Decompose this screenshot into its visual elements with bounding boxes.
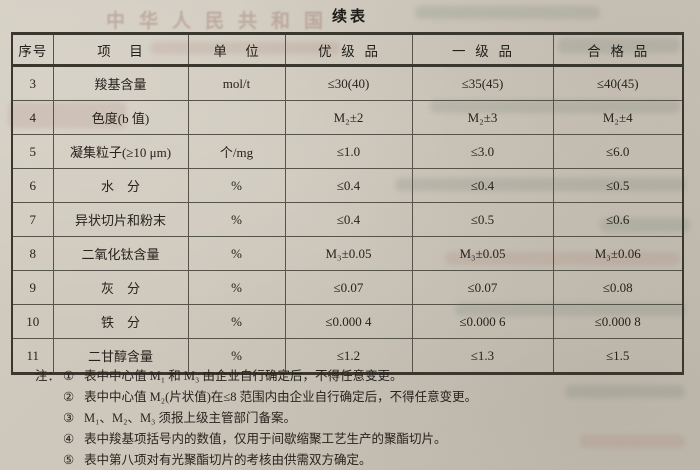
table-row: 3 羧基含量 mol/t ≤30(40) ≤35(45) ≤40(45) [12,65,683,101]
cell-item: 灰 分 [53,270,189,305]
footnote-text: 表中中心值 M₁ 和 M₃ 由企业自行确定后，不得任意变更。 [84,369,403,383]
col-header-item: 项 目 [53,33,189,67]
cell-no: 7 [12,202,54,237]
cell-premium: ≤0.4 [285,168,413,203]
col-header-premium: 优 级 品 [285,33,413,67]
footnote-5: ⑤ 表中第八项对有光聚酯切片的考核由供需双方确定。 [63,450,700,470]
cell-no: 6 [12,168,54,203]
footnote-2: ② 表中中心值 M₂(片状值)在≤8 范围内由企业自行确定后，不得任意变更。 [63,387,700,408]
spec-table: 序号 项 目 单 位 优 级 品 一 级 品 合 格 品 3 羧基含量 mol/… [11,32,684,375]
col-header-qualified: 合 格 品 [553,33,683,67]
cell-item: 异状切片和粉末 [53,202,189,237]
cell-premium: ≤0.4 [285,202,413,237]
cell-no: 9 [12,270,54,305]
cell-premium: ≤1.2 [285,338,413,374]
cell-no: 10 [12,304,54,339]
cell-item: 凝集粒子(≥10 μm) [53,134,189,169]
cell-unit: % [188,338,286,374]
cell-item: 二氧化钛含量 [53,236,189,271]
cell-qualified: ≤1.5 [553,338,683,374]
cell-no: 8 [12,236,54,271]
cell-qualified: ≤0.000 8 [553,304,683,339]
footnotes-label: 注： [35,369,61,383]
cell-premium: ≤30(40) [285,65,413,101]
cell-unit: % [188,168,286,203]
cell-first: M₂±3 [412,100,554,135]
cell-premium: M₂±2 [285,100,413,135]
bleedthrough-watermark: 中华人民共和国 [106,11,338,32]
cell-item: 色度(b 值) [53,100,189,135]
cell-no: 4 [12,100,54,135]
cell-first: ≤35(45) [412,65,554,101]
cell-first: ≤0.07 [412,270,554,305]
cell-premium: ≤0.000 4 [285,304,413,339]
cell-unit: mol/t [188,65,286,101]
cell-item: 铁 分 [53,304,189,339]
cell-premium: ≤1.0 [285,134,413,169]
cell-qualified: ≤0.08 [553,270,683,305]
table-row: 7 异状切片和粉末 % ≤0.4 ≤0.5 ≤0.6 [12,202,683,237]
table-row: 4 色度(b 值) M₂±2 M₂±3 M₂±4 [12,100,683,135]
footnote-text: 表中中心值 M₂(片状值)在≤8 范围内由企业自行确定后，不得任意变更。 [84,390,478,404]
footnote-marker: ② [63,390,75,404]
cell-no: 3 [12,65,54,101]
footnote-4: ④ 表中羧基项括号内的数值，仅用于间歇缩聚工艺生产的聚酯切片。 [63,429,700,450]
footnote-text: M₁、M₂、M₃ 须报上级主管部门备案。 [84,411,297,425]
cell-no: 5 [12,134,54,169]
table-row: 11 二甘醇含量 % ≤1.2 ≤1.3 ≤1.5 [12,338,683,374]
cell-unit [188,100,286,135]
cell-first: ≤0.5 [412,202,554,237]
page-title: 续表 [331,9,368,25]
cell-qualified: M₂±4 [553,100,683,135]
col-header-unit: 单 位 [188,33,286,67]
cell-item: 水 分 [53,168,189,203]
cell-item: 羧基含量 [53,65,189,101]
table-row: 9 灰 分 % ≤0.07 ≤0.07 ≤0.08 [12,270,683,305]
table-row: 10 铁 分 % ≤0.000 4 ≤0.000 6 ≤0.000 8 [12,304,683,339]
header-row: 序号 项 目 单 位 优 级 品 一 级 品 合 格 品 [12,33,683,67]
cell-no: 11 [12,338,54,374]
cell-unit: % [188,270,286,305]
cell-qualified: ≤0.5 [553,168,683,203]
cell-item: 二甘醇含量 [53,338,189,374]
spec-table-body: 3 羧基含量 mol/t ≤30(40) ≤35(45) ≤40(45) 4 色… [12,65,683,374]
col-header-first: 一 级 品 [412,33,554,67]
footnote-text: 表中第八项对有光聚酯切片的考核由供需双方确定。 [84,453,372,467]
cell-qualified: ≤6.0 [553,134,683,169]
cell-first: ≤3.0 [412,134,554,169]
footnote-marker: ① [63,369,75,383]
cell-first: ≤0.4 [412,168,554,203]
footnote-marker: ③ [63,411,75,425]
cell-qualified: M₃±0.06 [553,236,683,271]
footnote-marker: ④ [63,432,75,446]
cell-unit: % [188,236,286,271]
footnote-1: ① 表中中心值 M₁ 和 M₃ 由企业自行确定后，不得任意变更。 [63,366,700,387]
footnotes: 注： ① 表中中心值 M₁ 和 M₃ 由企业自行确定后，不得任意变更。 ② 表中中心… [35,366,700,470]
cell-first: ≤0.000 6 [412,304,554,339]
footnote-text: 表中羧基项括号内的数值，仅用于间歇缩聚工艺生产的聚酯切片。 [84,432,447,446]
cell-unit: % [188,304,286,339]
cell-unit: 个/mg [188,134,286,169]
cell-premium: M₃±0.05 [285,236,413,271]
cell-premium: ≤0.07 [285,270,413,305]
footnote-marker: ⑤ [63,453,75,467]
table-row: 6 水 分 % ≤0.4 ≤0.4 ≤0.5 [12,168,683,203]
cell-first: M₃±0.05 [412,236,554,271]
cell-qualified: ≤0.6 [553,202,683,237]
cell-qualified: ≤40(45) [596,75,639,91]
spec-table-header: 序号 项 目 单 位 优 级 品 一 级 品 合 格 品 [12,33,683,67]
table-row: 8 二氧化钛含量 % M₃±0.05 M₃±0.05 M₃±0.06 [12,236,683,271]
cell-first: ≤1.3 [412,338,554,374]
col-header-no: 序号 [12,33,54,67]
cell-unit: % [188,202,286,237]
footnote-3: ③ M₁、M₂、M₃ 须报上级主管部门备案。 [63,408,700,429]
table-row: 5 凝集粒子(≥10 μm) 个/mg ≤1.0 ≤3.0 ≤6.0 [12,134,683,169]
